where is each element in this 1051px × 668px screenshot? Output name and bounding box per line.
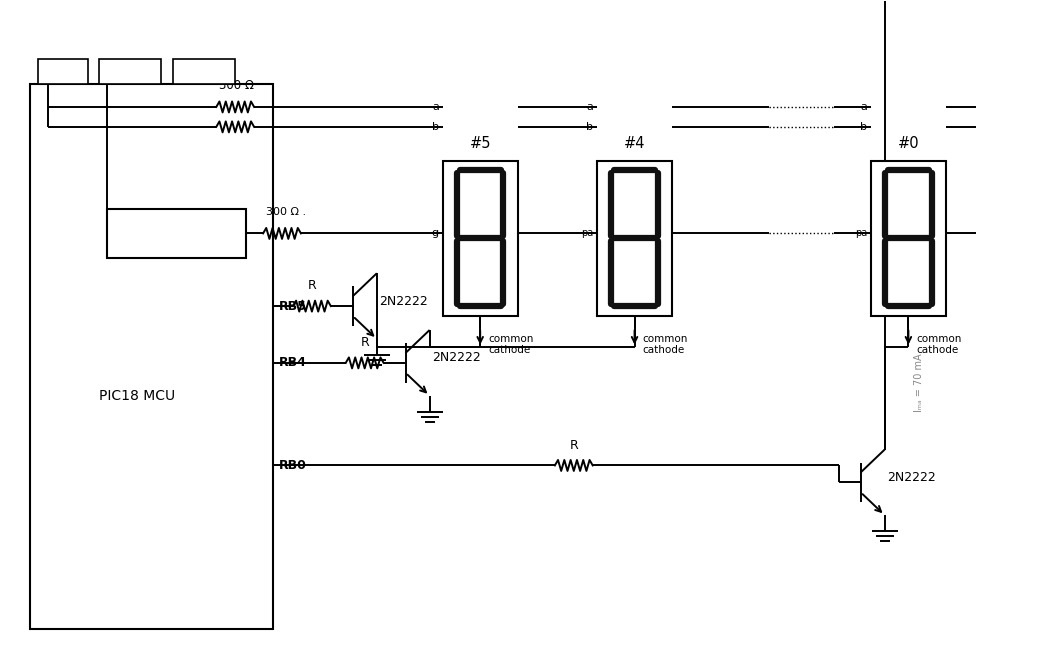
Text: 300 Ω: 300 Ω [219, 79, 253, 92]
Text: pa: pa [854, 228, 867, 238]
Text: PIC18 MCU: PIC18 MCU [99, 389, 174, 403]
Text: common
cathode: common cathode [488, 333, 534, 355]
Bar [30, 84, 273, 629]
Text: a: a [432, 102, 439, 112]
Text: a: a [586, 102, 593, 112]
Text: a: a [860, 102, 867, 112]
Text: b: b [432, 122, 439, 132]
Text: b: b [860, 122, 867, 132]
Text: RD6: RD6 [191, 65, 218, 78]
Text: R: R [308, 279, 316, 292]
Bar [442, 161, 517, 315]
Text: pa: pa [581, 228, 593, 238]
Text: R: R [570, 438, 578, 452]
Text: RD0: RD0 [49, 65, 77, 78]
Bar [99, 59, 161, 84]
Text: R: R [360, 336, 369, 349]
Text: RD1: RD1 [117, 65, 143, 78]
Text: 74HC244: 74HC244 [150, 228, 203, 238]
Text: RB0: RB0 [279, 459, 307, 472]
Text: common
cathode: common cathode [916, 333, 962, 355]
Bar [173, 59, 235, 84]
Bar [871, 161, 946, 315]
Text: #5: #5 [470, 136, 491, 151]
Text: 2N2222: 2N2222 [887, 471, 935, 484]
Text: b: b [586, 122, 593, 132]
Bar [38, 59, 88, 84]
Bar [107, 208, 246, 259]
Bar [597, 161, 672, 315]
Text: 2N2222: 2N2222 [432, 351, 480, 365]
Text: g: g [432, 228, 439, 238]
Text: #0: #0 [898, 136, 920, 151]
Text: 2N2222: 2N2222 [379, 295, 428, 308]
Text: RB5: RB5 [279, 300, 307, 313]
Text: Iₘₐ = 70 mA: Iₘₐ = 70 mA [914, 353, 925, 412]
Text: #4: #4 [624, 136, 645, 151]
Text: RB4: RB4 [279, 357, 307, 369]
Text: common
cathode: common cathode [642, 333, 688, 355]
Text: 300 Ω .: 300 Ω . [266, 206, 306, 216]
